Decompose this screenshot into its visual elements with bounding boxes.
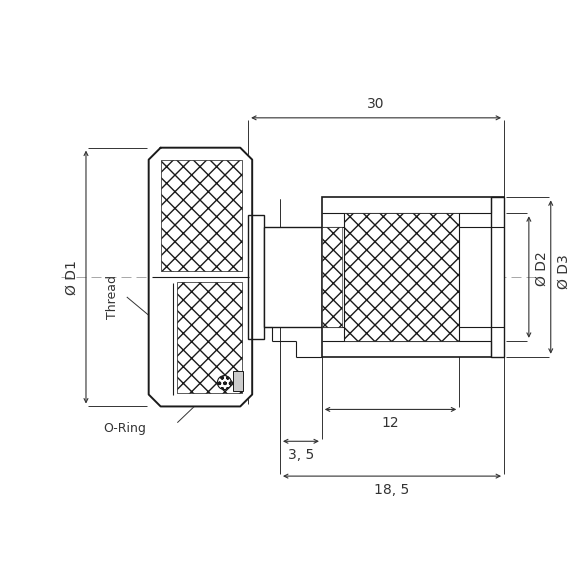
Bar <box>264 228 322 327</box>
Text: 12: 12 <box>382 416 399 430</box>
Text: 18, 5: 18, 5 <box>374 483 410 497</box>
Bar <box>322 228 342 327</box>
Text: 3, 5: 3, 5 <box>288 448 314 462</box>
Text: Ø D1: Ø D1 <box>65 260 79 294</box>
Bar <box>491 197 504 357</box>
Text: 30: 30 <box>367 97 385 111</box>
Text: Ø D3: Ø D3 <box>557 255 571 289</box>
Polygon shape <box>148 148 252 406</box>
Bar <box>248 215 264 339</box>
Bar <box>233 371 243 391</box>
Text: Ø D2: Ø D2 <box>535 252 549 286</box>
Bar <box>176 282 242 392</box>
Bar <box>161 159 242 271</box>
Text: O-Ring: O-Ring <box>103 422 146 435</box>
Circle shape <box>217 375 231 389</box>
Text: Thread: Thread <box>107 275 119 319</box>
Bar <box>344 214 459 341</box>
Bar <box>322 197 504 357</box>
